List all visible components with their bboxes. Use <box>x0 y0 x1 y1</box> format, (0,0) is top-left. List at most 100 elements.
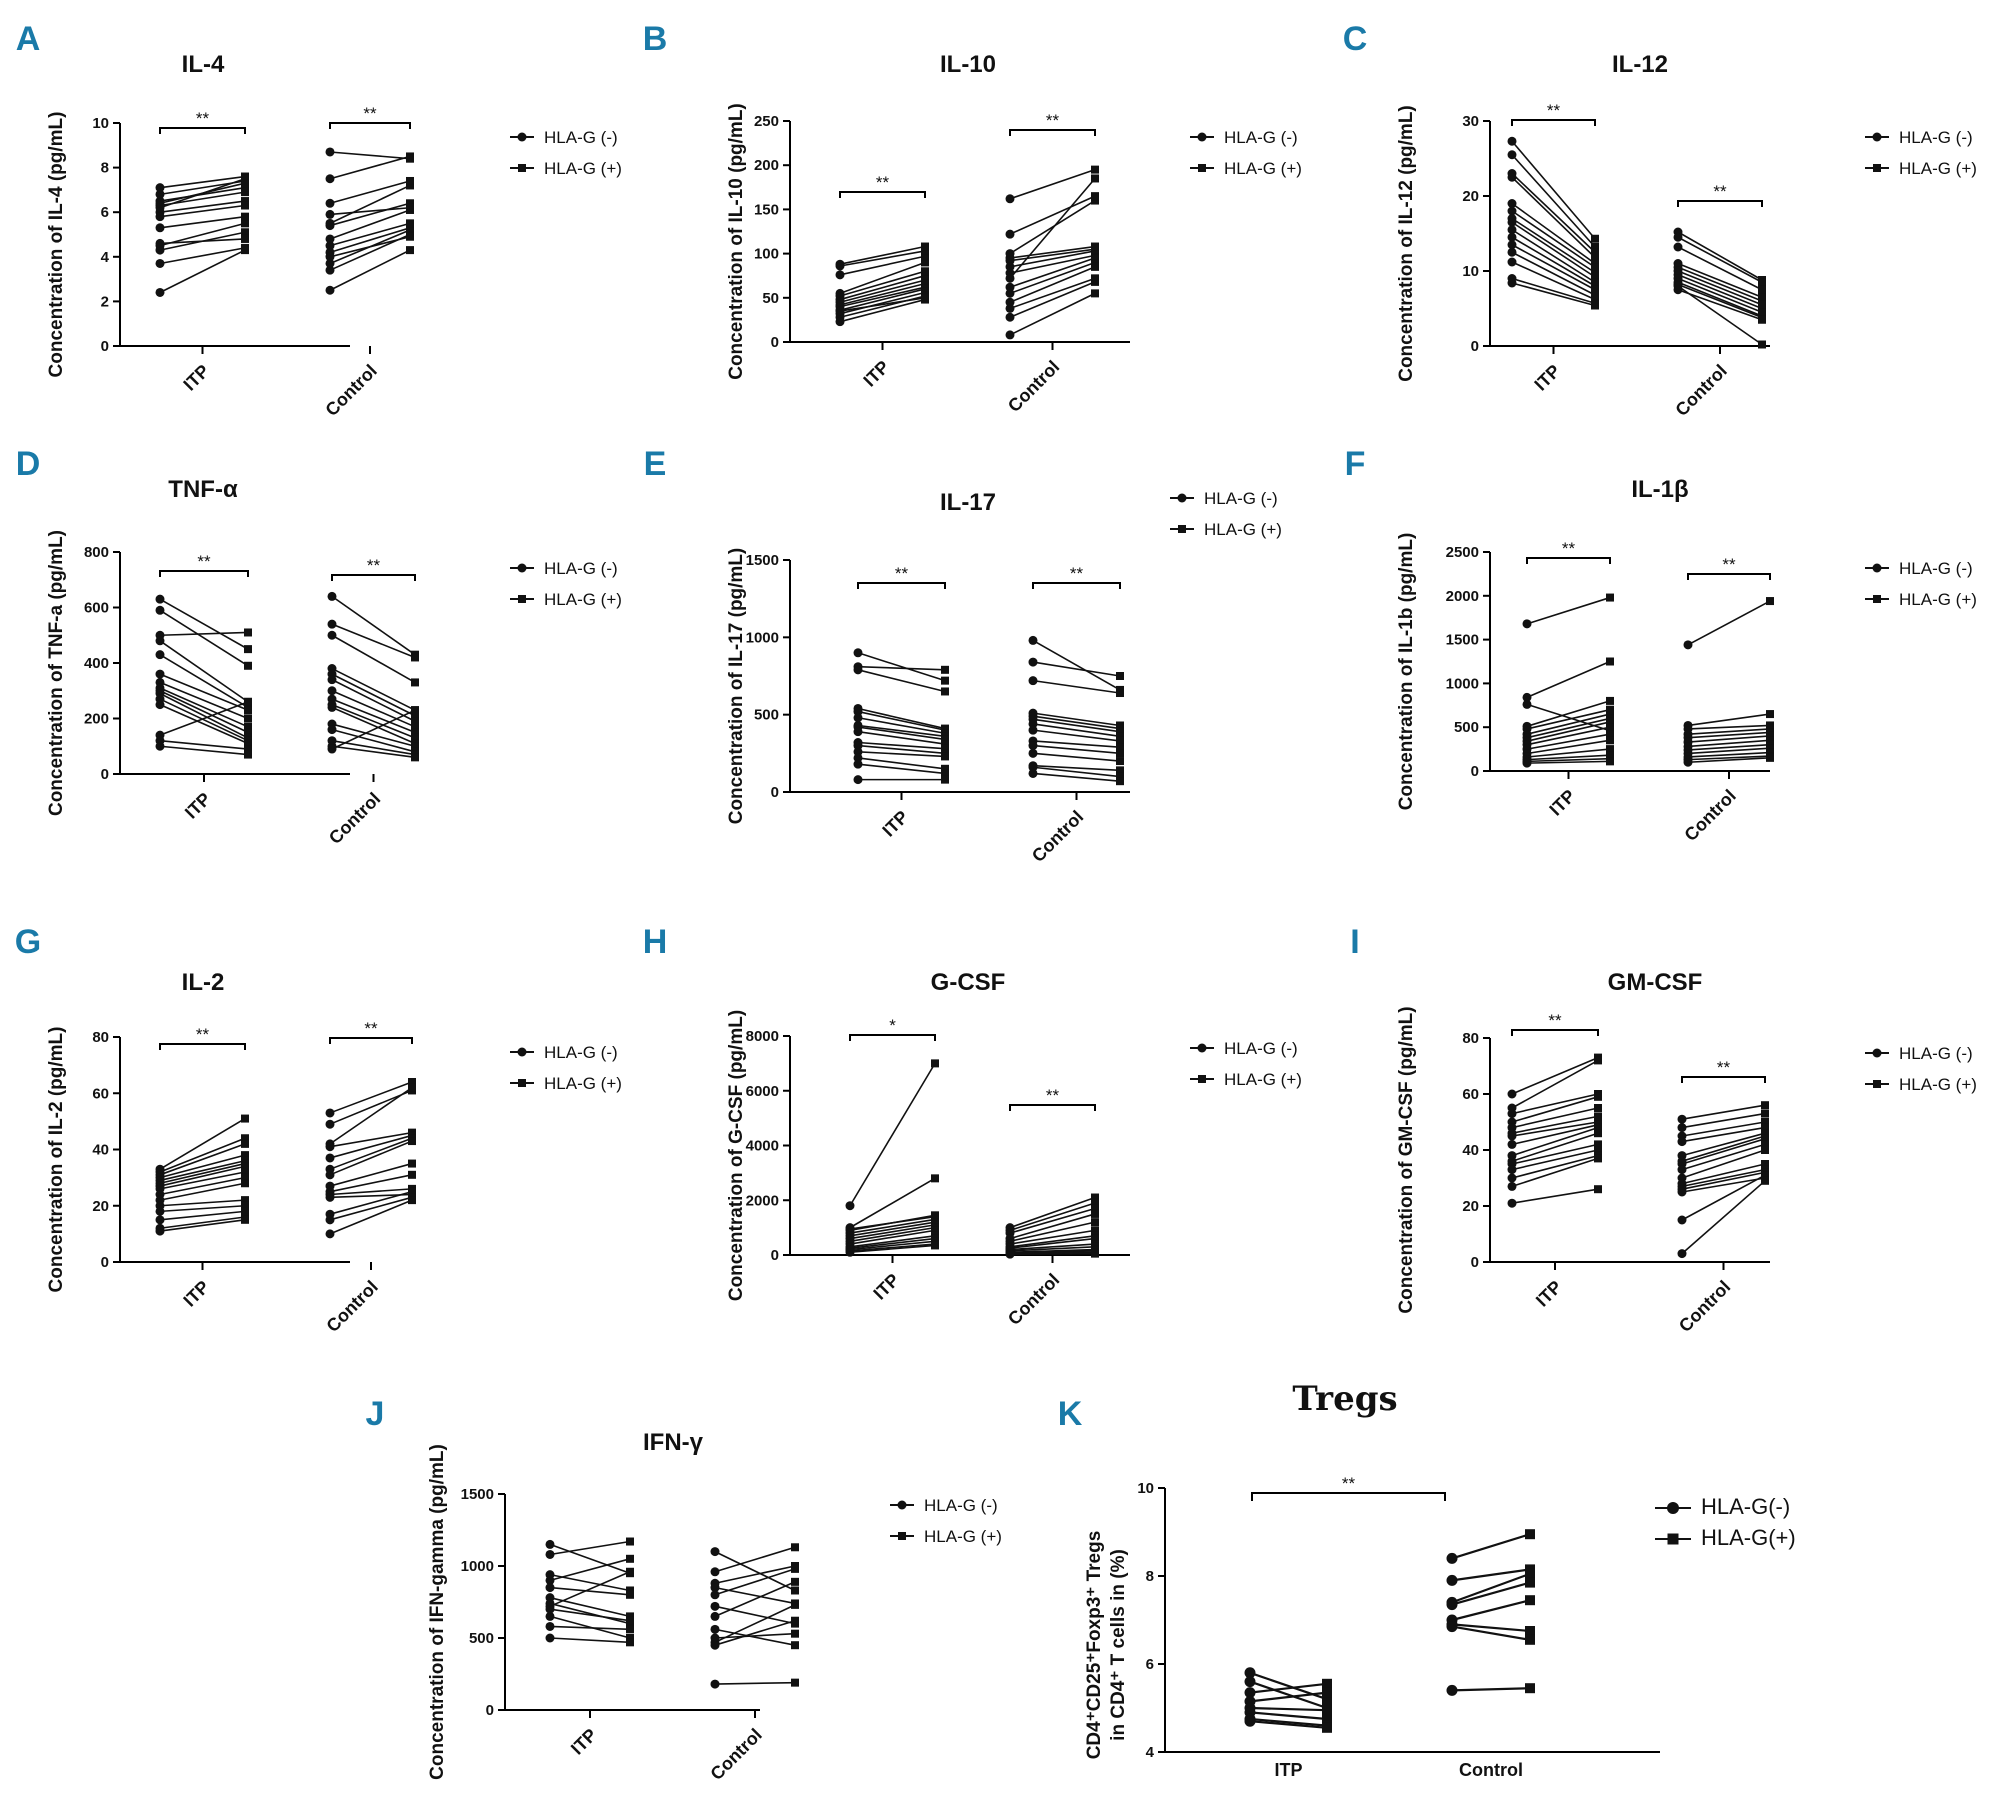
hla-g-neg-point <box>1507 1131 1517 1141</box>
hla-g-neg-point <box>845 1201 855 1211</box>
hla-g-pos-point <box>1091 1209 1099 1218</box>
pair-line <box>1032 712 1121 727</box>
hla-g-neg-point <box>710 1590 720 1600</box>
hla-g-pos-point <box>1091 192 1099 201</box>
hla-g-pos-point <box>241 1151 249 1160</box>
hla-g-neg-point <box>845 1247 855 1257</box>
pair-line <box>839 255 926 276</box>
hla-g-pos-point <box>244 645 252 654</box>
hla-g-neg-point <box>1507 247 1517 257</box>
significance-bracket <box>329 122 411 129</box>
pair-line <box>857 652 946 682</box>
hla-g-pos-point <box>1761 1140 1769 1149</box>
legend: HLA-G (-) HLA-G (+) <box>1190 128 1302 178</box>
pair-line <box>331 728 416 753</box>
hla-g-pos-point <box>791 1577 799 1586</box>
hla-g-neg-point <box>1522 619 1532 629</box>
hla-g-neg-point <box>710 1547 720 1557</box>
hla-g-neg-point <box>710 1583 720 1593</box>
hla-g-pos-point <box>406 246 414 255</box>
pair-line <box>1249 1682 1328 1694</box>
hla-g-pos-point <box>1116 727 1124 736</box>
hla-g-pos-point <box>1761 1109 1769 1118</box>
significance-label: ** <box>1070 564 1084 583</box>
hla-g-pos-point <box>411 706 419 715</box>
hla-g-pos-point <box>1591 263 1599 272</box>
pair-line <box>1009 1207 1096 1234</box>
hla-g-pos-point <box>241 1173 249 1182</box>
hla-g-neg-point <box>1005 229 1015 239</box>
hla-g-pos-point <box>406 181 414 190</box>
legend-square-marker <box>1178 525 1186 533</box>
pair-line <box>857 724 946 738</box>
hla-g-pos-point <box>1116 772 1124 781</box>
pair-line <box>329 1190 413 1215</box>
hla-g-neg-point <box>853 759 863 769</box>
hla-g-pos-point <box>921 271 929 280</box>
hla-g-neg-point <box>327 675 337 685</box>
pair-line <box>329 180 411 205</box>
hla-g-neg-point <box>1507 232 1517 242</box>
legend-label: HLA-G (+) <box>1899 159 1977 178</box>
hla-g-neg-point <box>710 1640 720 1650</box>
hla-g-pos-point <box>1116 743 1124 752</box>
hla-g-neg-point <box>545 1575 555 1585</box>
pair-line <box>839 291 926 315</box>
hla-g-neg-point <box>1005 330 1015 340</box>
hla-g-neg-point <box>155 594 165 604</box>
hla-g-pos-point <box>1606 730 1614 739</box>
hla-g-pos-point <box>1322 1703 1332 1713</box>
panel-j: J IFN-γ 0 500 1000 1500 Concentration of IFN-g… <box>366 1395 1002 1784</box>
pair-line <box>849 1062 936 1207</box>
chart-title: IL-4 <box>182 51 225 78</box>
pair-line <box>1677 285 1763 346</box>
y-tick-label: 0 <box>1471 338 1479 355</box>
y-tick-label: 0 <box>486 1702 494 1719</box>
y-axis-label: Concentration of IL-12 (pg/mL) <box>1396 105 1417 382</box>
legend-square-marker <box>518 164 526 172</box>
pair-line <box>329 209 411 240</box>
significance-label: ** <box>1717 1058 1731 1077</box>
hla-g-pos-point <box>921 267 929 276</box>
hla-g-neg-point <box>853 741 863 751</box>
hla-g-neg-point <box>327 591 337 601</box>
hla-g-pos-point <box>626 1586 634 1595</box>
pair-line <box>159 1204 246 1213</box>
pair-line <box>159 640 249 703</box>
pair-line <box>849 1226 936 1243</box>
significance-label: * <box>889 1016 896 1035</box>
y-tick-label: 500 <box>754 707 779 724</box>
hla-g-pos-point <box>921 246 929 255</box>
hla-g-pos-point <box>1091 274 1099 283</box>
pair-line <box>1009 195 1096 235</box>
hla-g-neg-point <box>710 1611 720 1621</box>
hla-g-pos-point <box>244 697 252 706</box>
hla-g-pos-point <box>241 1139 249 1148</box>
y-axis-label: Concentration of IL-2 (pg/mL) <box>46 1027 67 1293</box>
significance-label: ** <box>1722 555 1736 574</box>
pair-line <box>159 1162 246 1185</box>
hla-g-neg-point <box>545 1621 555 1631</box>
category-label: Control <box>325 789 384 848</box>
hla-g-pos-point <box>921 242 929 251</box>
pair-line <box>1681 1132 1766 1157</box>
hla-g-neg-point <box>1507 1198 1517 1208</box>
y-tick-label: 500 <box>469 1630 494 1647</box>
hla-g-pos-point <box>1091 251 1099 260</box>
pair-line <box>1687 728 1771 736</box>
legend-label: HLA-G(-) <box>1701 1494 1790 1519</box>
pair-line <box>329 155 411 180</box>
pair-line <box>159 215 246 229</box>
pair-line <box>331 678 416 722</box>
y-tick-label: 400 <box>84 655 109 672</box>
hla-g-neg-point <box>327 744 337 754</box>
pair-line <box>1511 154 1596 248</box>
hla-g-pos-point <box>1594 1154 1602 1163</box>
pair-line <box>1032 718 1121 733</box>
hla-g-pos-point <box>1766 710 1774 719</box>
pair-line <box>159 1143 246 1176</box>
pair-line <box>1677 231 1763 281</box>
pair-line <box>849 1221 936 1237</box>
pair-line <box>159 1159 246 1182</box>
